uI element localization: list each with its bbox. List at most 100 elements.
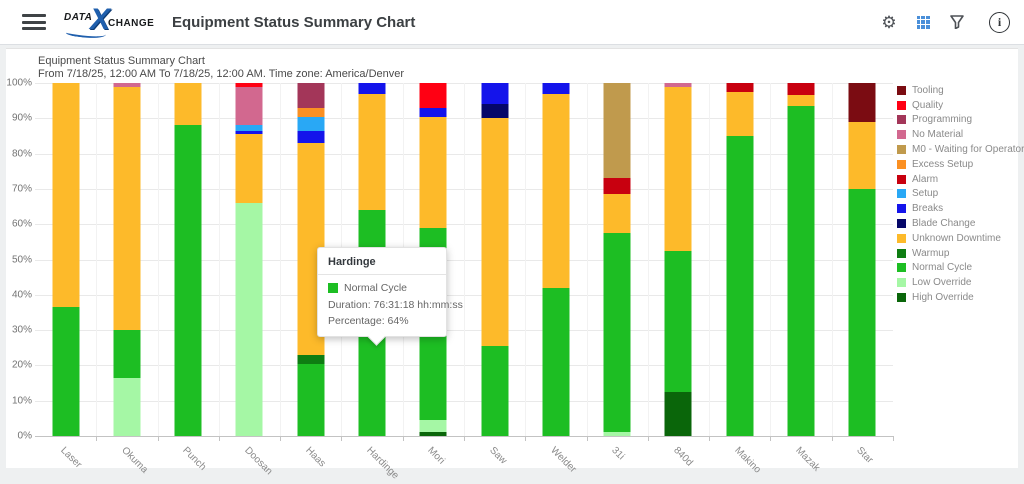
x-axis-tick — [464, 436, 465, 441]
bar-segment[interactable] — [297, 116, 325, 131]
menu-icon[interactable] — [22, 14, 46, 30]
stacked-bar-31i[interactable] — [603, 83, 631, 436]
tooltip: Hardinge Normal Cycle Duration: 76:31:18… — [317, 247, 463, 346]
legend-item[interactable]: Breaks — [897, 201, 1024, 216]
bar-segment[interactable] — [603, 432, 631, 436]
bar-segment[interactable] — [297, 130, 325, 144]
bar-segment[interactable] — [235, 130, 263, 135]
legend-item[interactable]: Quality — [897, 98, 1024, 113]
legend-item[interactable]: High Override — [897, 290, 1024, 305]
x-axis-tick — [586, 436, 588, 441]
x-axis-label: Punch — [180, 445, 209, 473]
x-axis-tick — [647, 436, 649, 441]
stacked-bar-okuma[interactable] — [113, 83, 141, 436]
grid-icon[interactable] — [911, 10, 935, 34]
bar-segment[interactable] — [52, 83, 80, 308]
bar-segment[interactable] — [113, 86, 141, 331]
x-axis-tick — [341, 436, 343, 441]
stacked-bar-makino[interactable] — [726, 83, 754, 436]
bar-segment[interactable] — [603, 233, 631, 433]
legend-item[interactable]: Unknown Downtime — [897, 231, 1024, 246]
x-axis-tick — [831, 436, 833, 441]
bar-segment[interactable] — [113, 377, 141, 436]
bar-segment[interactable] — [481, 83, 509, 105]
bar-segment[interactable] — [174, 125, 202, 436]
bar-segment[interactable] — [174, 83, 202, 126]
bar-segment[interactable] — [297, 107, 325, 117]
stacked-bar-punch[interactable] — [174, 83, 202, 436]
bar-segment[interactable] — [726, 83, 754, 92]
bar-segment[interactable] — [787, 95, 815, 106]
gear-icon[interactable]: ⚙ — [881, 12, 897, 32]
bar-segment[interactable] — [358, 83, 386, 94]
bar-segment[interactable] — [235, 134, 263, 204]
bar-segment[interactable] — [235, 203, 263, 436]
legend-item[interactable]: Blade Change — [897, 216, 1024, 231]
vertical-gridline — [586, 83, 588, 436]
bar-segment[interactable] — [297, 363, 325, 436]
filter-icon[interactable] — [945, 10, 969, 34]
bar-segment[interactable] — [542, 287, 570, 436]
legend-item[interactable]: Setup — [897, 187, 1024, 202]
bar-segment[interactable] — [726, 91, 754, 136]
y-axis-tick-label: 60% — [11, 218, 32, 230]
bar-segment[interactable] — [113, 83, 141, 87]
x-axis-label: 31i — [609, 445, 627, 463]
bar-segment[interactable] — [297, 83, 325, 108]
bar-segment[interactable] — [787, 105, 815, 436]
bar-segment[interactable] — [603, 83, 631, 179]
bar-segment[interactable] — [603, 194, 631, 234]
legend-item[interactable]: Alarm — [897, 172, 1024, 187]
bar-segment[interactable] — [419, 83, 447, 108]
legend-item[interactable]: Tooling — [897, 83, 1024, 98]
stacked-bar-mazak[interactable] — [787, 83, 815, 436]
bar-segment[interactable] — [848, 188, 876, 436]
legend-item[interactable]: Normal Cycle — [897, 261, 1024, 276]
bar-segment[interactable] — [603, 178, 631, 195]
bar-segment[interactable] — [419, 116, 447, 228]
y-axis-tick-label: 80% — [11, 148, 32, 160]
stacked-bar-doosan[interactable] — [235, 83, 263, 436]
stacked-bar-star[interactable] — [848, 83, 876, 436]
legend-item[interactable]: Warmup — [897, 246, 1024, 261]
bar-segment[interactable] — [113, 330, 141, 378]
bar-segment[interactable] — [664, 83, 692, 87]
info-icon[interactable]: i — [989, 11, 1010, 33]
bar-segment[interactable] — [542, 83, 570, 94]
bar-segment[interactable] — [481, 104, 509, 119]
legend-item[interactable]: No Material — [897, 127, 1024, 142]
legend-item[interactable]: Excess Setup — [897, 157, 1024, 172]
stacked-bar-840d[interactable] — [664, 83, 692, 436]
stacked-bar-welder[interactable] — [542, 83, 570, 436]
bar-segment[interactable] — [419, 107, 447, 117]
bar-slot — [770, 83, 831, 436]
bar-segment[interactable] — [358, 93, 386, 211]
bar-segment[interactable] — [848, 121, 876, 189]
bar-segment[interactable] — [235, 86, 263, 126]
x-axis-tick — [770, 436, 772, 441]
bar-segment[interactable] — [419, 432, 447, 436]
vertical-gridline — [157, 83, 159, 436]
stacked-bar-laser[interactable] — [52, 83, 80, 436]
bar-segment[interactable] — [235, 83, 263, 87]
bar-segment[interactable] — [481, 118, 509, 346]
stacked-bar-saw[interactable] — [481, 83, 509, 436]
bar-slot — [648, 83, 709, 436]
bar-segment[interactable] — [664, 86, 692, 251]
legend-item[interactable]: M0 - Waiting for Operator — [897, 142, 1024, 157]
bar-segment[interactable] — [726, 135, 754, 436]
legend-item[interactable]: Low Override — [897, 275, 1024, 290]
bar-segment[interactable] — [52, 307, 80, 436]
bar-segment[interactable] — [235, 125, 263, 131]
bar-segment[interactable] — [787, 83, 815, 96]
bar-segment[interactable] — [848, 83, 876, 122]
bar-segment[interactable] — [419, 420, 447, 433]
legend-item[interactable]: Programming — [897, 113, 1024, 128]
bar-segment[interactable] — [297, 354, 325, 364]
bar-segment[interactable] — [542, 93, 570, 288]
bar-segment[interactable] — [481, 346, 509, 436]
bar-segment[interactable] — [664, 391, 692, 436]
bar-segment[interactable] — [664, 250, 692, 392]
x-axis-label: Haas — [303, 445, 328, 470]
vertical-gridline — [218, 83, 220, 436]
